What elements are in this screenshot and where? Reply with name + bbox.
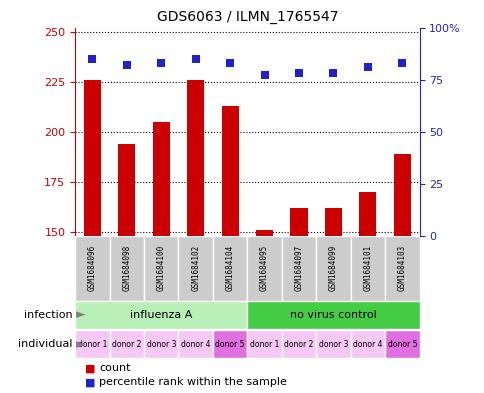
Point	[397, 60, 405, 66]
Text: ■: ■	[85, 363, 95, 373]
Bar	[84, 79, 101, 236]
Text: GSM1684103: GSM1684103	[397, 245, 406, 291]
Bar	[75, 236, 109, 301]
Point	[260, 72, 268, 79]
Point	[329, 70, 336, 77]
Bar	[187, 79, 204, 236]
Text: GSM1684104: GSM1684104	[225, 245, 234, 291]
Text: no virus control: no virus control	[289, 310, 376, 320]
Text: donor 4: donor 4	[352, 340, 382, 349]
Text: ►: ►	[76, 338, 86, 351]
Bar	[247, 236, 281, 301]
Text: count: count	[99, 363, 131, 373]
Bar	[178, 236, 212, 301]
Bar	[178, 330, 212, 358]
Text: GSM1684098: GSM1684098	[122, 245, 131, 291]
Text: percentile rank within the sample: percentile rank within the sample	[99, 377, 287, 387]
Bar	[384, 330, 419, 358]
Text: GSM1684099: GSM1684099	[328, 245, 337, 291]
Point	[122, 62, 130, 68]
Text: donor 3: donor 3	[146, 340, 176, 349]
Text: infection: infection	[24, 310, 73, 320]
Text: donor 4: donor 4	[181, 340, 210, 349]
Bar	[109, 236, 144, 301]
Text: GSM1684095: GSM1684095	[259, 245, 269, 291]
Text: GSM1684096: GSM1684096	[88, 245, 97, 291]
Text: donor 3: donor 3	[318, 340, 348, 349]
Point	[294, 70, 302, 77]
Bar	[221, 106, 238, 236]
Bar	[316, 236, 350, 301]
Bar	[350, 236, 384, 301]
Text: donor 5: donor 5	[387, 340, 416, 349]
Bar	[247, 330, 281, 358]
Bar	[324, 208, 341, 236]
Bar	[290, 208, 307, 236]
Text: donor 5: donor 5	[215, 340, 244, 349]
Bar	[144, 236, 178, 301]
Bar	[256, 230, 272, 236]
Bar	[118, 144, 135, 236]
Bar	[75, 330, 109, 358]
Bar	[247, 301, 419, 329]
Bar	[212, 236, 247, 301]
Bar	[109, 330, 144, 358]
Bar	[350, 330, 384, 358]
Bar	[393, 154, 410, 236]
Point	[226, 60, 233, 66]
Bar	[152, 122, 169, 236]
Bar	[212, 330, 247, 358]
Text: ►: ►	[76, 308, 86, 321]
Text: GSM1684101: GSM1684101	[363, 245, 372, 291]
Text: ■: ■	[85, 377, 95, 387]
Bar	[281, 236, 316, 301]
Bar	[359, 192, 376, 236]
Text: donor 1: donor 1	[77, 340, 107, 349]
Title: GDS6063 / ILMN_1765547: GDS6063 / ILMN_1765547	[156, 10, 337, 24]
Text: individual: individual	[18, 339, 73, 349]
Text: influenza A: influenza A	[130, 310, 192, 320]
Point	[88, 55, 96, 62]
Bar	[384, 236, 419, 301]
Text: GSM1684100: GSM1684100	[156, 245, 166, 291]
Text: GSM1684102: GSM1684102	[191, 245, 200, 291]
Point	[157, 60, 165, 66]
Text: GSM1684097: GSM1684097	[294, 245, 303, 291]
Text: donor 2: donor 2	[284, 340, 313, 349]
Point	[191, 55, 199, 62]
Bar	[281, 330, 316, 358]
Point	[363, 64, 371, 70]
Bar	[75, 301, 247, 329]
Bar	[144, 330, 178, 358]
Bar	[316, 330, 350, 358]
Text: donor 2: donor 2	[112, 340, 141, 349]
Text: donor 1: donor 1	[249, 340, 279, 349]
